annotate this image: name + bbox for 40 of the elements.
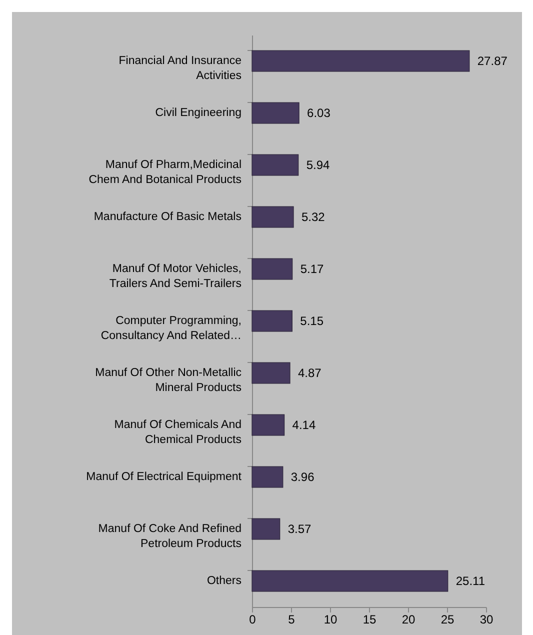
y-tick-label: Manuf Of Motor Vehicles, Trailers And Semi-Trailers — [109, 263, 242, 290]
bar — [252, 414, 285, 436]
y-tick-label: Manuf Of Electrical Equipment — [86, 471, 242, 483]
x-tick-label: 30 — [480, 612, 494, 626]
y-tick-label: Others — [206, 575, 242, 587]
y-tick-label: Manuf Of Chemicals And Chemical Products — [114, 419, 242, 446]
x-tick-label: 15 — [362, 612, 376, 626]
bar — [252, 102, 300, 124]
y-tick-label: Manufacture Of Basic Metals — [94, 211, 242, 223]
bar — [252, 154, 299, 176]
y-tick-label: Financial And Insurance Activities — [118, 55, 242, 82]
y-tick-label: Manuf Of Other Non-Metallic Mineral Products — [95, 367, 242, 394]
data-label: 4.14 — [292, 418, 316, 432]
x-tick-label: 10 — [324, 612, 338, 626]
x-tick-label: 0 — [249, 612, 256, 626]
y-tick-label: Computer Programming, Consultancy And Related… — [100, 315, 242, 342]
bar — [252, 518, 280, 540]
data-label: 27.87 — [477, 54, 508, 68]
y-tick-label: Civil Engineering — [155, 107, 242, 119]
bar — [252, 570, 448, 592]
x-tick-label: 20 — [402, 612, 416, 626]
data-label: 3.57 — [288, 522, 312, 536]
data-label: 25.11 — [456, 574, 486, 588]
bar — [252, 362, 290, 384]
x-tick-label: 25 — [440, 612, 454, 626]
bar — [252, 310, 292, 332]
x-tick-label: 5 — [288, 612, 296, 626]
data-label: 5.15 — [300, 314, 324, 328]
bar — [252, 466, 284, 488]
data-label: 5.17 — [300, 262, 324, 276]
data-label: 4.87 — [298, 366, 322, 380]
bar — [252, 50, 470, 72]
y-tick-label: Manuf Of Pharm,Medicinal Chem And Botanical Products — [88, 159, 242, 186]
bar — [252, 206, 294, 228]
data-label: 5.32 — [301, 210, 326, 224]
data-label: 3.96 — [290, 470, 315, 484]
data-label: 6.03 — [307, 106, 331, 120]
bar — [252, 258, 293, 280]
data-label: 5.94 — [306, 158, 330, 172]
y-tick-label: Manuf Of Coke And Refined Petroleum Products — [98, 523, 242, 550]
